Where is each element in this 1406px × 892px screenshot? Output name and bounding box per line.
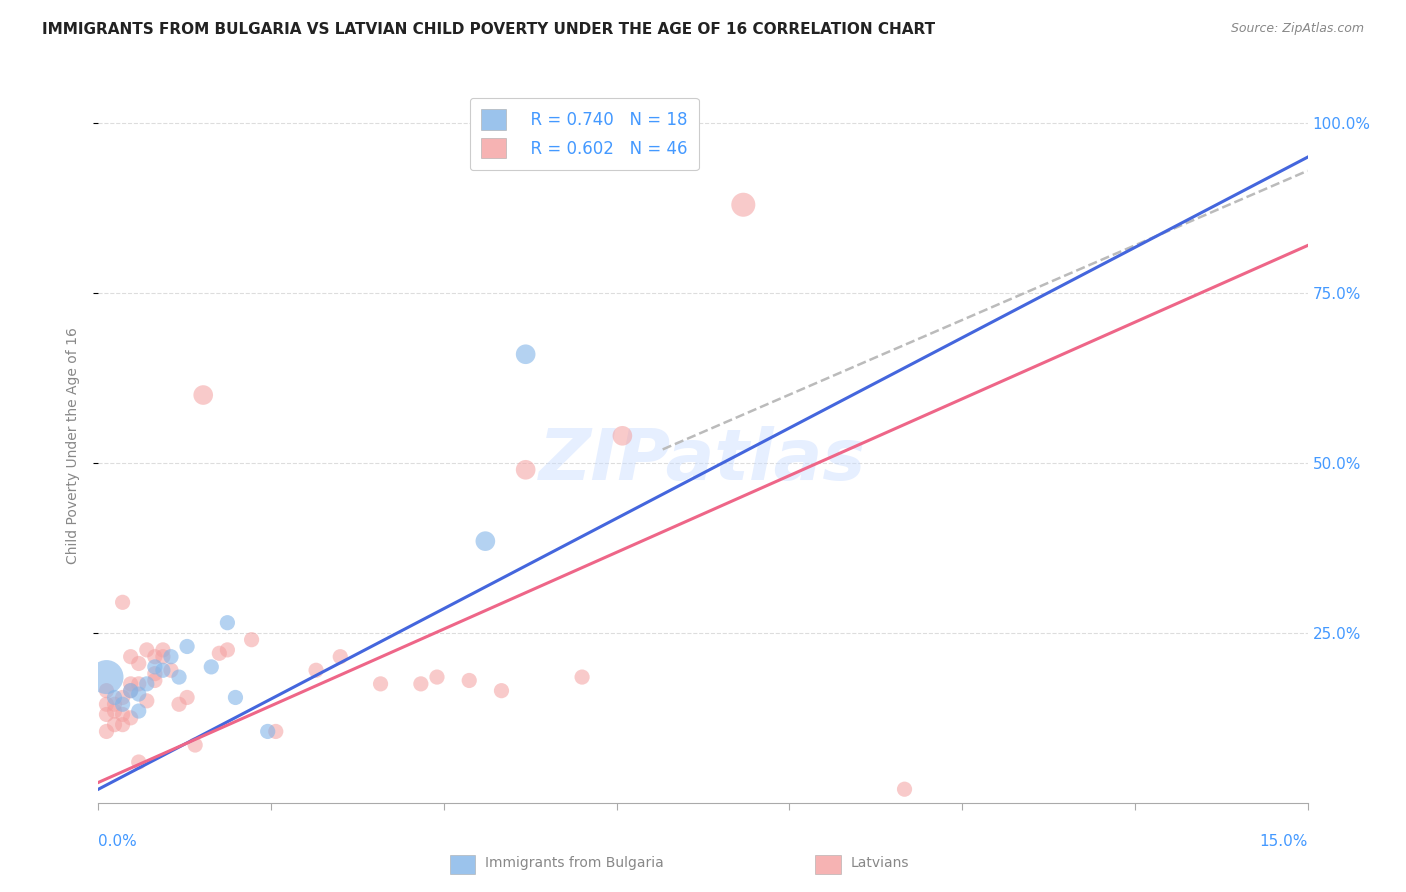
Point [111,707,134,722]
Point [120,677,142,691]
Point [143,660,166,674]
Point [264,724,287,739]
Point [120,711,142,725]
Point [128,755,150,769]
Point [103,690,125,705]
Point [111,690,134,705]
Point [120,649,142,664]
Point [474,534,496,549]
Point [176,690,198,705]
Point [120,683,142,698]
Text: ZIPatlas: ZIPatlas [540,425,866,495]
Point [160,649,183,664]
Point [256,724,278,739]
Point [167,698,190,712]
Text: 15.0%: 15.0% [1260,834,1308,849]
Point [111,717,134,731]
Point [733,198,755,212]
Point [167,670,190,684]
Text: 0.0%: 0.0% [98,834,138,849]
Point [143,666,166,681]
Point [96,724,118,739]
Point [96,707,118,722]
Point [184,738,207,752]
Point [135,643,157,657]
Point [176,640,198,654]
Point [135,694,157,708]
Text: Latvians: Latvians [851,856,910,871]
Text: IMMIGRANTS FROM BULGARIA VS LATVIAN CHILD POVERTY UNDER THE AGE OF 16 CORRELATIO: IMMIGRANTS FROM BULGARIA VS LATVIAN CHIL… [42,22,935,37]
Point [571,670,593,684]
Point [160,663,183,677]
Y-axis label: Child Poverty Under the Age of 16: Child Poverty Under the Age of 16 [66,327,80,565]
Point [152,643,174,657]
Point [193,388,215,402]
Point [128,687,150,701]
Legend:   R = 0.740   N = 18,   R = 0.602   N = 46: R = 0.740 N = 18, R = 0.602 N = 46 [470,97,699,169]
Point [152,649,174,664]
Point [103,704,125,718]
Point [240,632,263,647]
Point [491,683,513,698]
Point [111,595,134,609]
Point [217,643,239,657]
Point [612,429,634,443]
Point [96,698,118,712]
Point [329,649,352,664]
Point [200,660,222,674]
Point [893,782,915,797]
Point [409,677,432,691]
Point [458,673,481,688]
Point [135,677,157,691]
Point [96,683,118,698]
Point [143,649,166,664]
Point [103,717,125,731]
Point [217,615,239,630]
Point [426,670,449,684]
Text: Immigrants from Bulgaria: Immigrants from Bulgaria [485,856,664,871]
Point [128,657,150,671]
Point [128,704,150,718]
Text: Source: ZipAtlas.com: Source: ZipAtlas.com [1230,22,1364,36]
Point [111,698,134,712]
Point [152,663,174,677]
Point [103,698,125,712]
Point [515,347,537,361]
Point [96,670,118,684]
Point [515,463,537,477]
Point [143,673,166,688]
Point [128,677,150,691]
Point [305,663,328,677]
Point [120,683,142,698]
Point [224,690,246,705]
Point [370,677,392,691]
Point [208,646,231,660]
